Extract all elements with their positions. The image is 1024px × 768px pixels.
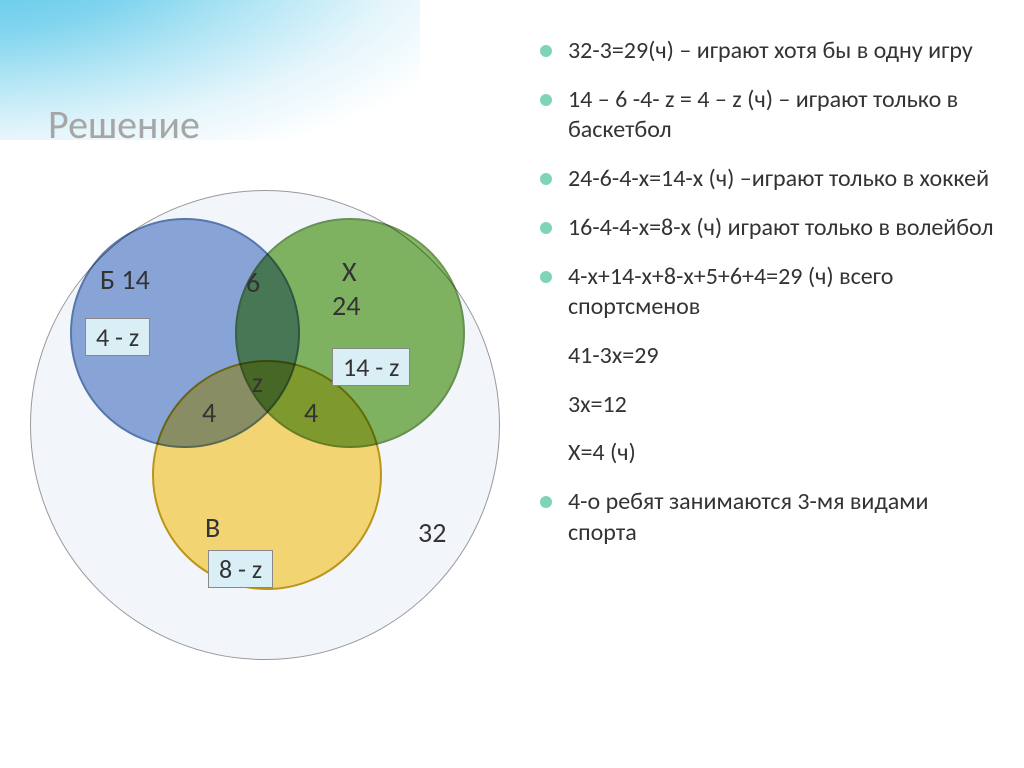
solution-step: 4-о ребят занимаются 3-мя видами спорта bbox=[540, 487, 1000, 548]
solution-step: 32-3=29(ч) – играют хотя бы в одну игру bbox=[540, 36, 1000, 67]
solution-step: 41-3х=29 bbox=[540, 341, 1000, 372]
venn-diagram: Б 14 Х 24 В 6 4 4 z 4 - z 14 - z 8 - z 3… bbox=[30, 170, 500, 750]
set-X-label-val: 24 bbox=[332, 288, 360, 323]
set-V-label: В bbox=[205, 510, 220, 545]
slide: Решение Б 14 Х 24 В 6 4 4 z 4 - z 14 - z… bbox=[0, 0, 1024, 768]
solution-step: 3х=12 bbox=[540, 390, 1000, 421]
solution-step: 24-6-4-х=14-х (ч) –играют только в хокке… bbox=[540, 164, 1000, 195]
solution-step: Х=4 (ч) bbox=[540, 438, 1000, 469]
only-B-box: 4 - z bbox=[85, 318, 150, 356]
only-V-box: 8 - z bbox=[208, 550, 273, 588]
intersection-BV: 4 bbox=[202, 395, 216, 430]
only-X-box: 14 - z bbox=[332, 348, 410, 386]
universe-total: 32 bbox=[418, 515, 446, 550]
page-title: Решение bbox=[48, 100, 200, 149]
solution-step: 16-4-4-х=8-х (ч) играют только в волейбо… bbox=[540, 213, 1000, 244]
set-X-label-top: Х bbox=[342, 254, 357, 289]
intersection-BX: 6 bbox=[246, 265, 260, 300]
set-B-label: Б 14 bbox=[100, 262, 150, 297]
intersection-BXV: z bbox=[252, 365, 263, 400]
solution-steps-list: 32-3=29(ч) – играют хотя бы в одну игру 1… bbox=[540, 36, 1000, 567]
solution-step: 14 – 6 -4- z = 4 – z (ч) – играют только… bbox=[540, 85, 1000, 146]
intersection-XV: 4 bbox=[304, 395, 318, 430]
solution-step: 4-х+14-х+8-х+5+6+4=29 (ч) всего спортсме… bbox=[540, 262, 1000, 323]
